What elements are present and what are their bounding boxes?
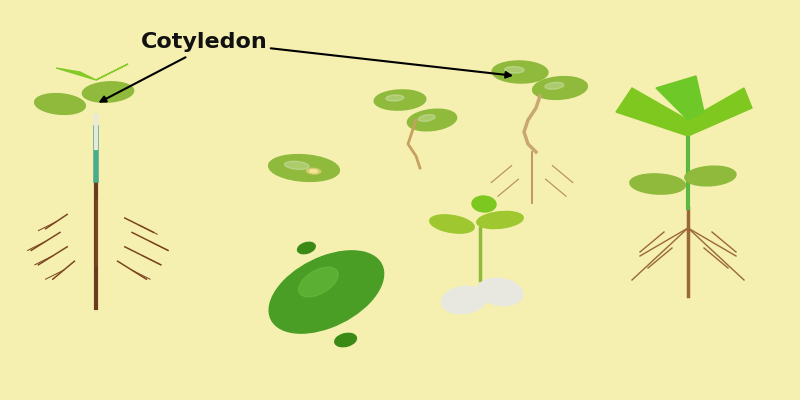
Text: Cotyledon: Cotyledon — [141, 32, 267, 52]
Ellipse shape — [533, 77, 587, 99]
Ellipse shape — [82, 82, 134, 102]
Ellipse shape — [310, 170, 318, 173]
Polygon shape — [56, 68, 96, 80]
Polygon shape — [688, 88, 752, 136]
Ellipse shape — [306, 168, 321, 174]
Ellipse shape — [298, 267, 338, 297]
Polygon shape — [616, 88, 688, 136]
Ellipse shape — [505, 66, 524, 73]
Ellipse shape — [442, 286, 486, 314]
Ellipse shape — [477, 212, 523, 228]
Ellipse shape — [492, 61, 548, 83]
Polygon shape — [656, 76, 704, 120]
Ellipse shape — [630, 174, 686, 194]
Ellipse shape — [334, 333, 357, 347]
Ellipse shape — [478, 278, 522, 306]
Ellipse shape — [269, 155, 339, 181]
Ellipse shape — [269, 251, 384, 333]
Polygon shape — [96, 64, 128, 80]
Ellipse shape — [407, 109, 457, 131]
Ellipse shape — [386, 95, 404, 101]
Ellipse shape — [298, 242, 315, 254]
Ellipse shape — [472, 196, 496, 212]
Ellipse shape — [34, 94, 86, 114]
Ellipse shape — [418, 114, 435, 122]
Ellipse shape — [685, 166, 736, 186]
Ellipse shape — [430, 215, 474, 233]
Ellipse shape — [374, 90, 426, 110]
Ellipse shape — [545, 82, 564, 89]
Ellipse shape — [285, 161, 309, 170]
